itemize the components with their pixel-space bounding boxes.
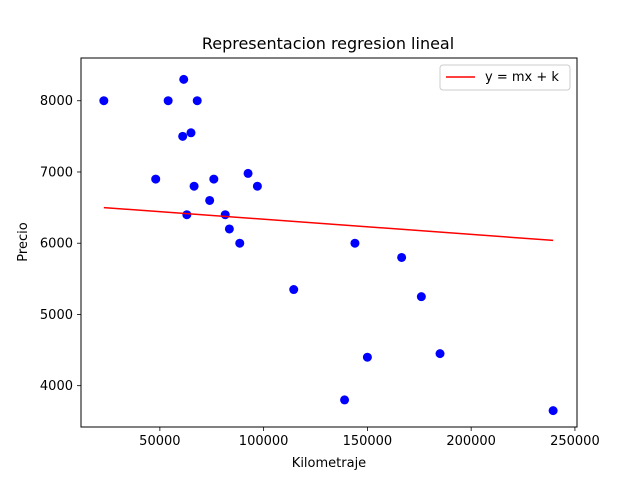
data-point-11 (220, 210, 230, 220)
data-point-17 (340, 395, 350, 405)
data-point-19 (362, 352, 372, 362)
plot-frame (80, 57, 578, 428)
data-point-14 (243, 168, 253, 178)
data-point-8 (192, 96, 202, 106)
legend-box (439, 64, 571, 91)
data-point-10 (209, 174, 219, 184)
data-layer (99, 74, 558, 416)
data-point-22 (435, 349, 445, 359)
data-point-4 (179, 74, 189, 84)
data-point-1 (151, 174, 161, 184)
chart-title: Representacion regresion lineal (202, 34, 454, 53)
data-point-9 (205, 195, 215, 205)
data-point-12 (224, 224, 234, 234)
data-point-21 (416, 292, 426, 302)
data-point-16 (289, 285, 299, 295)
data-point-5 (182, 210, 192, 220)
data-point-15 (252, 181, 262, 191)
x-tick-label: 150000 (343, 434, 393, 449)
legend: y = mx + k (439, 64, 571, 91)
x-tick-label: 100000 (239, 434, 289, 449)
data-point-2 (163, 96, 173, 106)
plot-area (81, 58, 577, 427)
y-axis-ticks: 4000 5000 6000 7000 8000 (40, 94, 81, 394)
data-point-13 (235, 238, 245, 248)
data-point-0 (99, 96, 109, 106)
y-tick-label: 8000 (40, 94, 73, 109)
x-tick-label: 200000 (446, 434, 496, 449)
data-point-18 (350, 238, 360, 248)
y-axis-label: Precio (16, 222, 31, 261)
regression-line (103, 206, 554, 242)
x-axis-ticks: 50000 100000 150000 200000 250000 (139, 427, 600, 449)
y-tick-label: 4000 (40, 379, 73, 394)
x-tick-label: 250000 (550, 434, 600, 449)
x-axis-label: Kilometraje (292, 456, 366, 471)
data-point-23 (548, 406, 558, 416)
legend-label: y = mx + k (485, 70, 559, 85)
x-tick-label: 50000 (139, 434, 180, 449)
data-point-6 (186, 128, 196, 138)
data-point-7 (189, 181, 199, 191)
y-tick-label: 7000 (40, 165, 73, 180)
data-point-20 (397, 252, 407, 262)
y-tick-label: 5000 (40, 308, 73, 323)
data-point-3 (178, 131, 188, 141)
y-tick-label: 6000 (40, 237, 73, 252)
